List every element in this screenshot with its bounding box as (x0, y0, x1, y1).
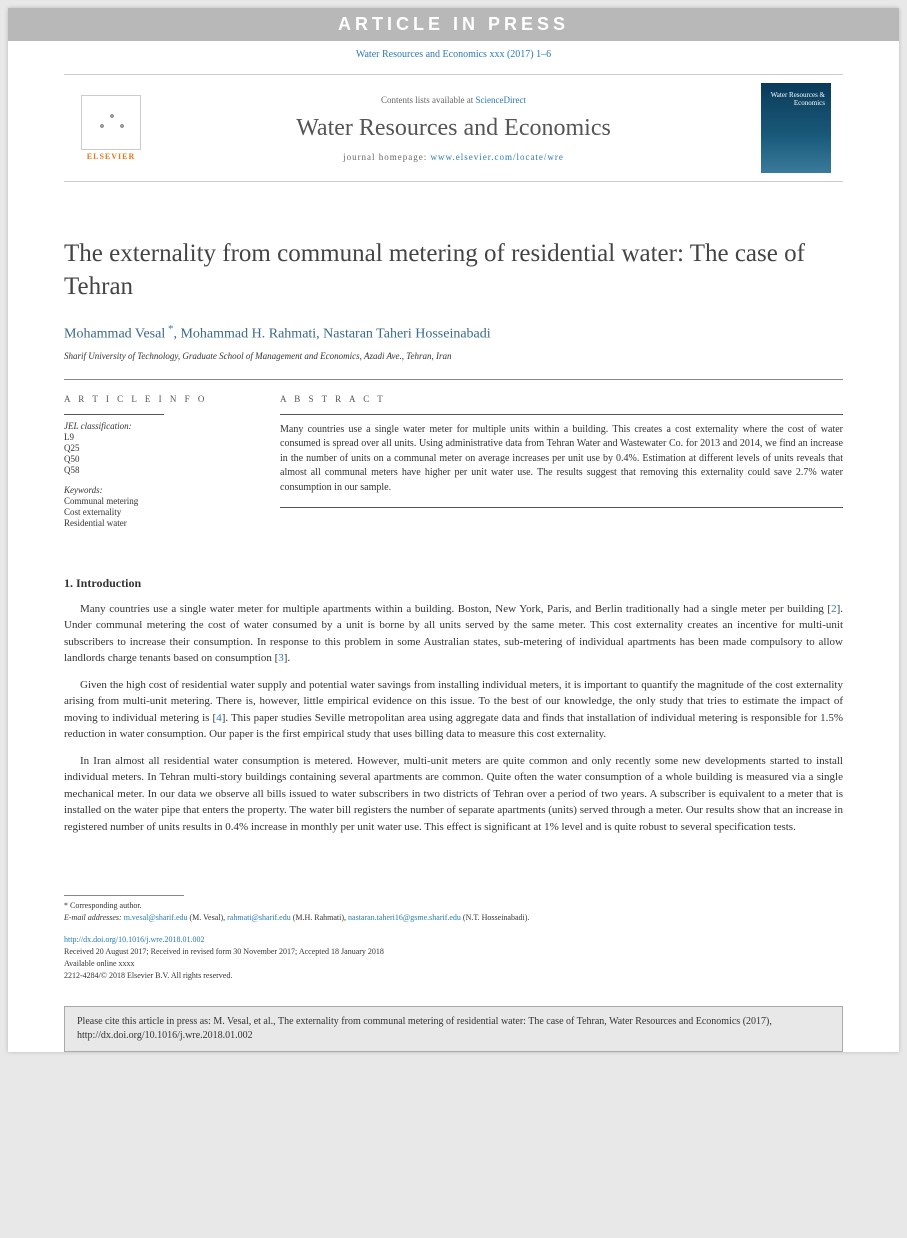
journal-header: ELSEVIER Contents lists available at Sci… (64, 74, 843, 182)
top-citation: Water Resources and Economics xxx (2017)… (8, 41, 899, 74)
abstract-bottom-divider (280, 507, 843, 508)
email-addresses-line: E-mail addresses: m.vesal@sharif.edu (M.… (64, 912, 843, 924)
abstract-heading: A B S T R A C T (280, 394, 843, 404)
doi-block: http://dx.doi.org/10.1016/j.wre.2018.01.… (64, 934, 843, 996)
section-divider (64, 379, 843, 380)
abstract-text: Many countries use a single water meter … (280, 423, 843, 496)
email-link-3[interactable]: nastaran.taheri16@gsme.sharif.edu (348, 913, 461, 922)
article-info-column: A R T I C L E I N F O JEL classification… (64, 394, 244, 528)
article-info-heading: A R T I C L E I N F O (64, 394, 244, 404)
affiliation: Sharif University of Technology, Graduat… (64, 351, 843, 361)
info-abstract-row: A R T I C L E I N F O JEL classification… (64, 394, 843, 528)
footnotes: * Corresponding author. E-mail addresses… (64, 900, 843, 924)
authors-text: Mohammad Vesal (64, 327, 165, 342)
cover-thumb-title: Water Resources & Economics (761, 91, 825, 108)
email-name-2: (M.H. Rahmati), (291, 913, 348, 922)
jel-code: Q58 (64, 465, 244, 475)
abstract-column: A B S T R A C T Many countries use a sin… (280, 394, 843, 528)
footnote-divider (64, 895, 184, 896)
copyright-line: 2212-4284/© 2018 Elsevier B.V. All right… (64, 970, 843, 982)
homepage-label: journal homepage: (343, 152, 430, 162)
authors-line: Mohammad Vesal *, Mohammad H. Rahmati, N… (64, 323, 843, 343)
keywords-label: Keywords: (64, 485, 244, 495)
journal-name: Water Resources and Economics (146, 115, 761, 142)
section-1-heading: 1. Introduction (64, 576, 843, 591)
article-page: ARTICLE IN PRESS Water Resources and Eco… (8, 8, 899, 1052)
corresponding-author-note: * Corresponding author. (64, 900, 843, 912)
ref-link-2[interactable]: 2 (831, 603, 837, 615)
abstract-divider (280, 414, 843, 415)
emails-label: E-mail addresses: (64, 913, 124, 922)
keyword: Communal metering (64, 496, 244, 506)
received-dates: Received 20 August 2017; Received in rev… (64, 946, 843, 958)
keyword: Cost externality (64, 507, 244, 517)
info-divider (64, 414, 164, 415)
keyword: Residential water (64, 518, 244, 528)
article-in-press-banner: ARTICLE IN PRESS (8, 8, 899, 41)
available-online: Available online xxxx (64, 958, 843, 970)
article-content: The externality from communal metering o… (8, 238, 899, 996)
citation-box: Please cite this article in press as: M.… (64, 1006, 843, 1052)
journal-cover-thumb: Water Resources & Economics (761, 83, 831, 173)
homepage-line: journal homepage: www.elsevier.com/locat… (146, 152, 761, 162)
intro-para-3: In Iran almost all residential water con… (64, 753, 843, 836)
authors-rest: , Mohammad H. Rahmati, Nastaran Taheri H… (173, 327, 490, 342)
jel-code: Q50 (64, 454, 244, 464)
ref-link-3[interactable]: 3 (278, 652, 284, 664)
intro-para-1: Many countries use a single water meter … (64, 601, 843, 667)
jel-code: Q25 (64, 443, 244, 453)
contents-lists-line: Contents lists available at ScienceDirec… (146, 95, 761, 105)
article-title: The externality from communal metering o… (64, 238, 843, 303)
elsevier-text: ELSEVIER (87, 152, 135, 161)
elsevier-logo: ELSEVIER (76, 88, 146, 168)
ref-link-4[interactable]: 4 (216, 712, 222, 724)
email-name-3: (N.T. Hosseinabadi). (461, 913, 530, 922)
intro-para-2: Given the high cost of residential water… (64, 677, 843, 743)
homepage-link[interactable]: www.elsevier.com/locate/wre (431, 152, 564, 162)
doi-link[interactable]: http://dx.doi.org/10.1016/j.wre.2018.01.… (64, 935, 205, 944)
contents-label: Contents lists available at (381, 95, 475, 105)
elsevier-tree-icon (81, 95, 141, 150)
jel-code: L9 (64, 432, 244, 442)
jel-label: JEL classification: (64, 421, 244, 431)
header-center: Contents lists available at ScienceDirec… (146, 95, 761, 162)
sciencedirect-link[interactable]: ScienceDirect (476, 95, 526, 105)
email-name-1: (M. Vesal), (188, 913, 228, 922)
email-link-1[interactable]: m.vesal@sharif.edu (124, 913, 188, 922)
email-link-2[interactable]: rahmati@sharif.edu (227, 913, 291, 922)
